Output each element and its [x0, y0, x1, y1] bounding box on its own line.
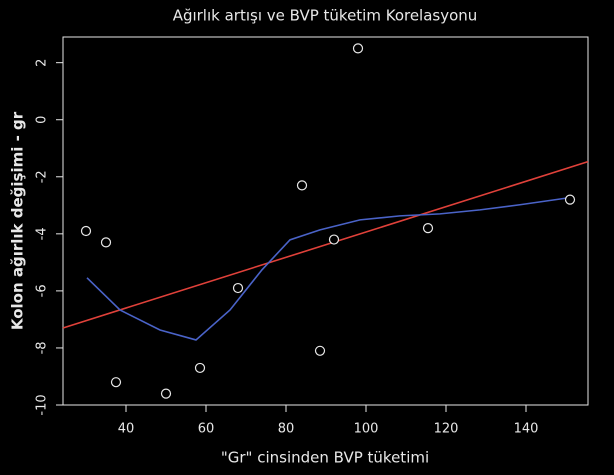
y-tick-label: -2	[35, 170, 50, 183]
x-tick-label: 60	[198, 422, 215, 437]
fit-line	[86, 197, 569, 341]
x-tick-label: 80	[278, 422, 295, 437]
data-point	[100, 237, 112, 248]
x-tick-label: 140	[514, 422, 539, 437]
x-axis-label: "Gr" cinsinden BVP tüketimi	[221, 449, 429, 467]
data-point	[232, 282, 244, 294]
data-point	[564, 194, 576, 205]
data-point	[160, 388, 172, 399]
plot-frame	[62, 36, 589, 406]
y-tick-label: -6	[35, 284, 50, 297]
x-tick-label: 100	[354, 422, 379, 437]
y-axis-label: Kolon ağırlık değişimi - gr	[9, 111, 27, 330]
y-tick-label: 0	[35, 116, 50, 124]
data-point	[328, 234, 340, 245]
y-tick-label: 2	[35, 59, 50, 67]
x-tick-label: 40	[118, 422, 135, 437]
fit-line	[62, 160, 589, 329]
y-tick-label: -8	[35, 341, 50, 354]
data-point	[352, 43, 364, 54]
x-tick-label: 120	[434, 422, 459, 437]
data-point	[314, 345, 326, 356]
data-point	[296, 180, 308, 191]
data-point	[422, 223, 434, 234]
data-point	[194, 362, 206, 374]
y-tick-label: -4	[35, 227, 50, 240]
data-point	[80, 225, 92, 237]
y-tick-label: -10	[35, 394, 50, 415]
chart-title: Ağırlık artışı ve BVP tüketim Korelasyon…	[173, 7, 478, 25]
data-point	[110, 377, 122, 388]
